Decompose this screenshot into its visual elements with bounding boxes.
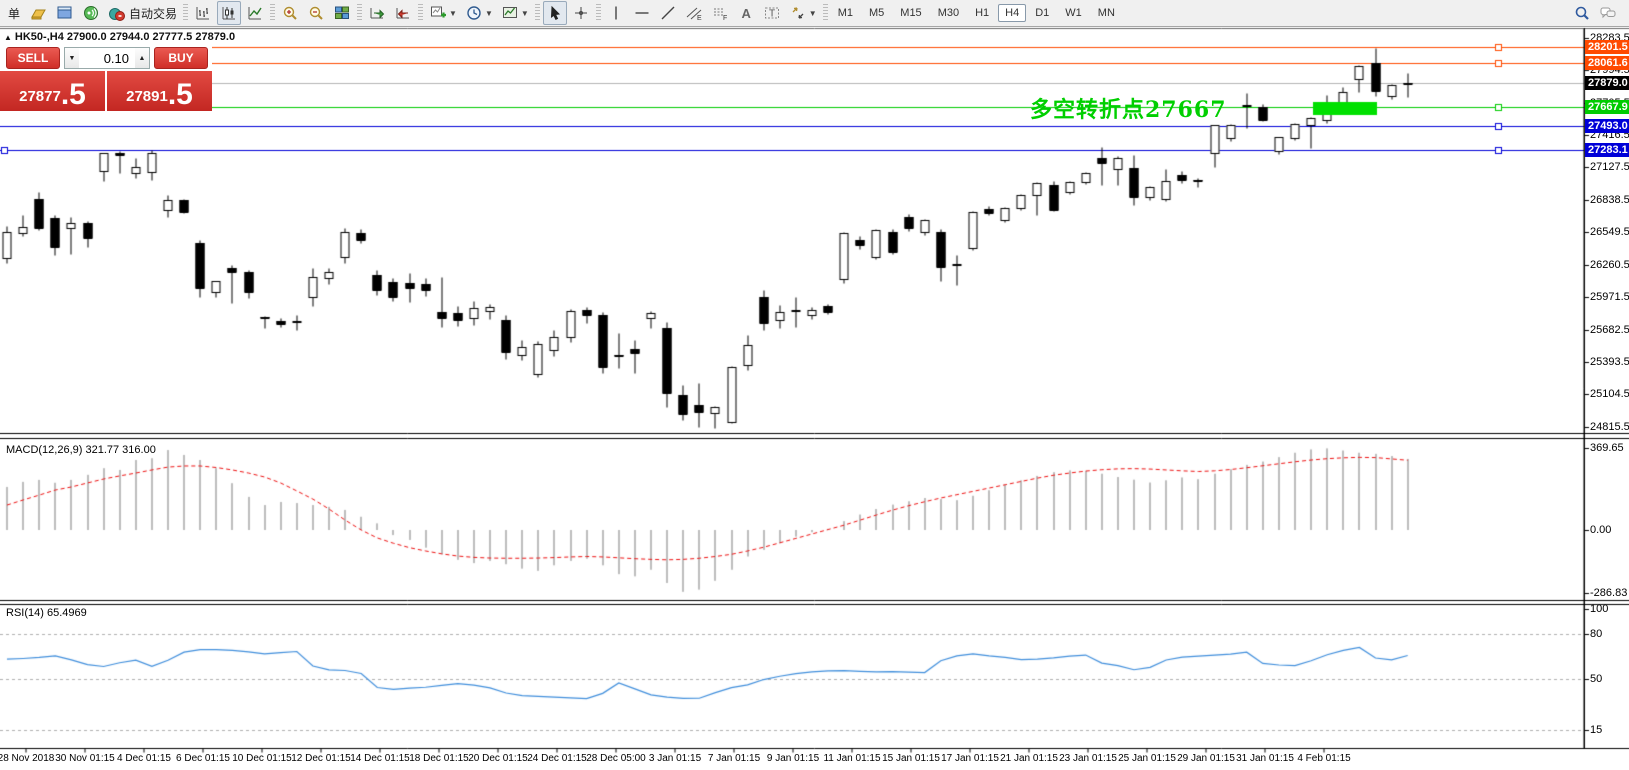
price-tick-label: 25971.5	[1590, 291, 1629, 304]
volume-input[interactable]: 0.10	[79, 47, 135, 69]
date-tick-label: 30 Nov 01:15	[55, 753, 115, 764]
date-tick-label: 21 Jan 01:15	[1000, 753, 1058, 764]
date-tick-label: 23 Jan 01:15	[1059, 753, 1117, 764]
price-tick-label: 24815.5	[1590, 420, 1629, 433]
date-tick-label: 20 Dec 01:15	[468, 753, 528, 764]
rsi-axis-label: 100	[1590, 603, 1609, 615]
date-tick-label: 17 Jan 01:15	[941, 753, 999, 764]
date-tick-label: 11 Jan 01:15	[823, 753, 881, 764]
date-tick-label: 10 Dec 01:15	[232, 753, 292, 764]
date-tick-label: 31 Jan 01:15	[1236, 753, 1294, 764]
date-tick-label: 9 Jan 01:15	[766, 753, 820, 764]
sell-price-fraction: .5	[60, 78, 86, 111]
price-tick-label: 26838.5	[1590, 193, 1629, 206]
price-level-badge: 28201.5	[1585, 39, 1629, 54]
chart-text-annotation: 多空转折点27667	[1030, 97, 1227, 123]
buy-price-button[interactable]: 27891.5	[107, 71, 212, 111]
date-tick-label: 28 Dec 05:00	[586, 753, 646, 764]
buy-button[interactable]: BUY	[154, 47, 208, 69]
macd-indicator-label: MACD(12,26,9) 321.77 316.00	[6, 444, 156, 456]
price-level-badge: 27283.1	[1585, 142, 1629, 157]
price-level-badge: 28061.6	[1585, 55, 1629, 70]
price-tick-label: 25104.5	[1590, 388, 1629, 401]
macd-axis-label: 0.00	[1590, 524, 1612, 536]
macd-axis-label: -286.83	[1590, 587, 1628, 600]
buy-price-main: 27891	[126, 88, 168, 105]
date-tick-label: 4 Dec 01:15	[117, 753, 171, 764]
price-tick-label: 25393.5	[1590, 356, 1629, 369]
symbol-ohlc-text: HK50-,H4 27900.0 27944.0 27777.5 27879.0	[14, 31, 236, 43]
rsi-axis-label: 50	[1590, 672, 1603, 685]
date-tick-label: 25 Jan 01:15	[1118, 753, 1176, 764]
rsi-indicator-label: RSI(14) 65.4969	[6, 607, 87, 619]
date-tick-label: 12 Dec 01:15	[291, 753, 351, 764]
date-tick-label: 4 Feb 01:15	[1297, 753, 1351, 764]
date-tick-label: 18 Dec 01:15	[409, 753, 469, 764]
macd-axis-label: 369.65	[1590, 442, 1624, 455]
volume-decrease-button[interactable]: ▼	[64, 47, 79, 69]
date-tick-label: 29 Jan 01:15	[1177, 753, 1235, 764]
date-tick-label: 3 Jan 01:15	[648, 753, 702, 764]
date-tick-label: 15 Jan 01:15	[882, 753, 940, 764]
date-tick-label: 7 Jan 01:15	[707, 753, 761, 764]
rsi-axis-label: 80	[1590, 628, 1603, 640]
rsi-axis-label: 15	[1590, 724, 1603, 737]
one-click-trade-panel: SELL ▼ 0.10 ▲ BUY 27877.5 27891.5	[0, 44, 212, 114]
price-level-badge: 27879.0	[1585, 76, 1629, 91]
price-level-badge: 27667.9	[1585, 99, 1629, 114]
date-tick-label: 14 Dec 01:15	[350, 753, 410, 764]
price-tick-label: 26260.5	[1590, 258, 1629, 271]
price-tick-label: 25682.5	[1590, 323, 1629, 336]
date-tick-label: 6 Dec 01:15	[176, 753, 230, 764]
sell-button[interactable]: SELL	[6, 47, 60, 69]
symbol-marker-icon: ▲	[4, 33, 12, 42]
price-tick-label: 27127.5	[1590, 161, 1629, 174]
chart-symbol-title: ▲ HK50-,H4 27900.0 27944.0 27777.5 27879.…	[4, 31, 235, 43]
sell-price-button[interactable]: 27877.5	[0, 71, 105, 111]
price-level-badge: 27493.0	[1585, 119, 1629, 134]
price-tick-label: 26549.5	[1590, 226, 1629, 239]
buy-price-fraction: .5	[167, 78, 193, 111]
sell-price-main: 27877	[19, 88, 61, 105]
date-tick-label: 24 Dec 01:15	[527, 753, 587, 764]
volume-increase-button[interactable]: ▲	[135, 47, 150, 69]
date-tick-label: 28 Nov 2018	[0, 753, 55, 764]
